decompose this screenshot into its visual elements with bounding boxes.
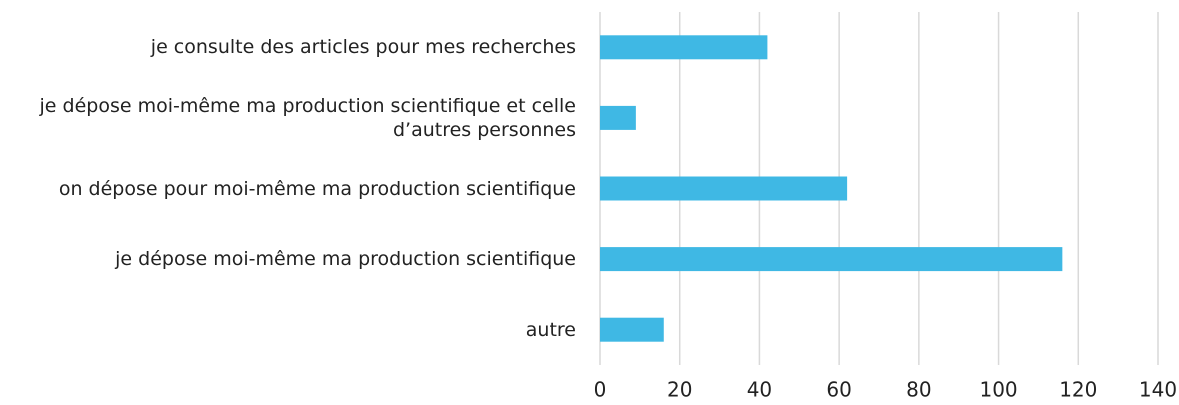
y-tick-label: on dépose pour moi-même ma production sc… [58,177,576,200]
x-tick-label: 20 [667,378,692,402]
x-tick-label: 140 [1139,378,1177,402]
x-tick-label: 120 [1059,378,1097,402]
bar [600,317,664,342]
bar [600,105,636,130]
x-tick-label: 40 [747,378,772,402]
x-tick-label: 100 [979,378,1017,402]
x-tick-label: 0 [594,378,607,402]
y-tick-label: je consulte des articles pour mes recher… [150,36,576,59]
x-tick-label: 80 [906,378,931,402]
bar [600,35,768,60]
bar [600,176,848,201]
bar [600,247,1063,272]
y-tick-label: autre [525,318,576,341]
y-tick-label: je dépose moi-même ma production scienti… [39,94,576,141]
x-tick-label: 60 [826,378,851,402]
y-tick-label: je dépose moi-même ma production scienti… [115,248,576,271]
